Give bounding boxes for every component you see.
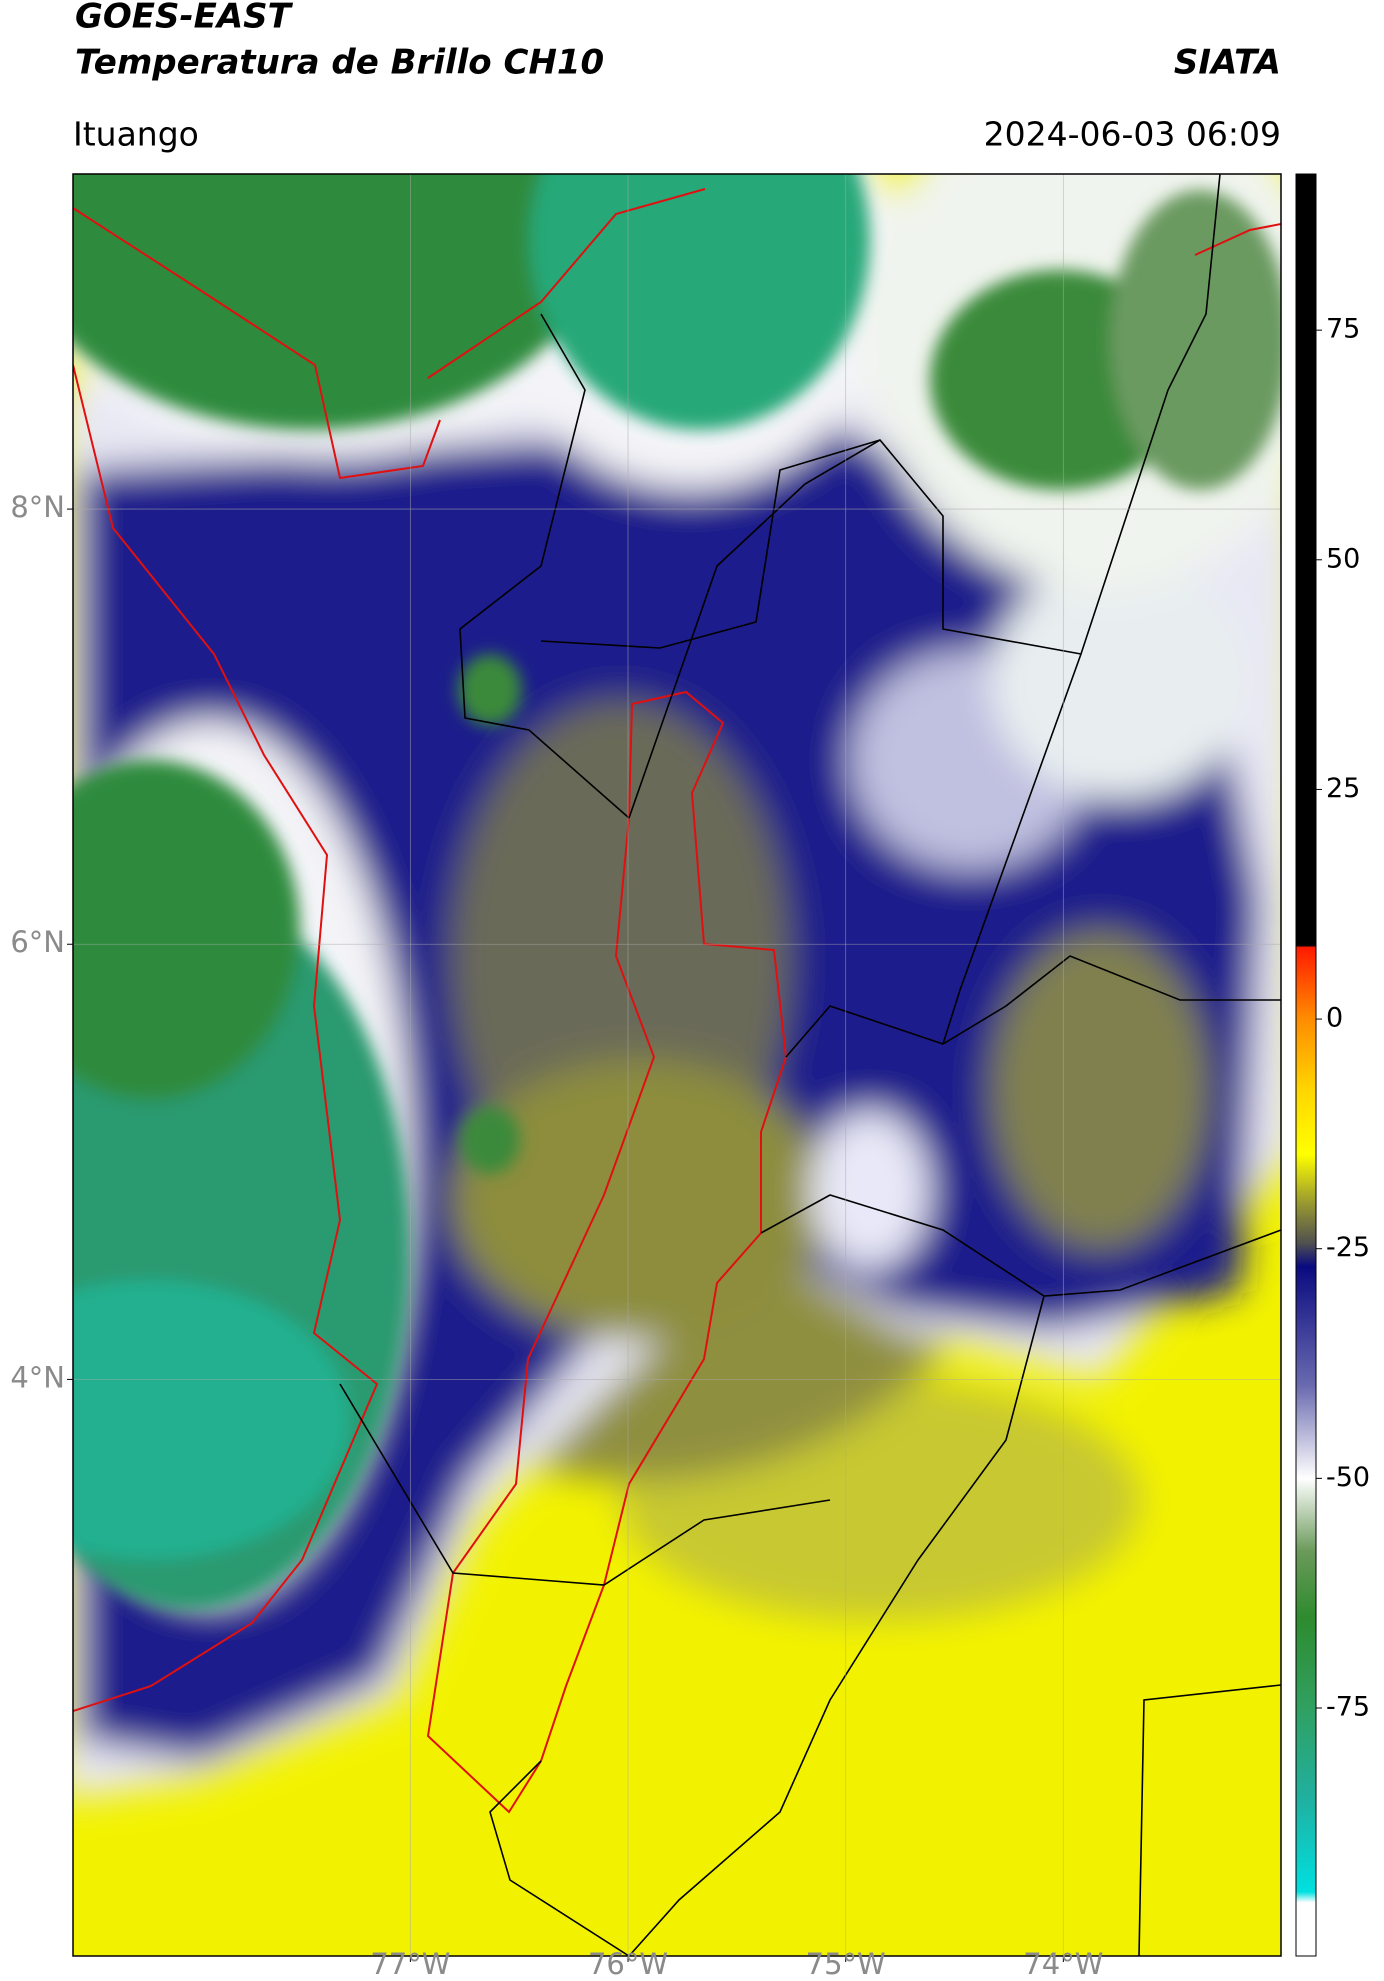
x-tick-label: 75°W — [806, 1947, 886, 1981]
title: GOES-EAST — [75, 0, 294, 37]
y-tick-label: 8°N — [10, 490, 65, 524]
location: Ituango — [73, 115, 199, 154]
colorbar-tick-label: 0 — [1326, 1003, 1343, 1034]
colorbar — [1295, 173, 1317, 1957]
colorbar-tick-label: 75 — [1326, 314, 1360, 345]
y-tick-label: 6°N — [10, 925, 65, 959]
colorbar-tick-label: -25 — [1326, 1232, 1370, 1263]
subtitle: Temperatura de Brillo CH10 — [75, 43, 604, 83]
colorbar-tick-label: -75 — [1326, 1691, 1370, 1722]
source: SIATA — [1174, 43, 1281, 83]
x-tick-label: 76°W — [588, 1947, 668, 1981]
y-tick-label: 4°N — [10, 1360, 65, 1394]
colorbar-tick-label: 25 — [1326, 773, 1360, 804]
colorbar-tick-label: -50 — [1326, 1462, 1370, 1493]
satellite-image — [73, 174, 1281, 1956]
x-tick-label: 74°W — [1023, 1947, 1103, 1981]
colorbar-tick-label: 50 — [1326, 543, 1360, 574]
x-tick-label: 77°W — [370, 1947, 450, 1981]
grid — [73, 174, 1281, 1956]
map-frame — [72, 173, 1282, 1957]
datetime: 2024-06-03 06:09 — [984, 115, 1281, 154]
